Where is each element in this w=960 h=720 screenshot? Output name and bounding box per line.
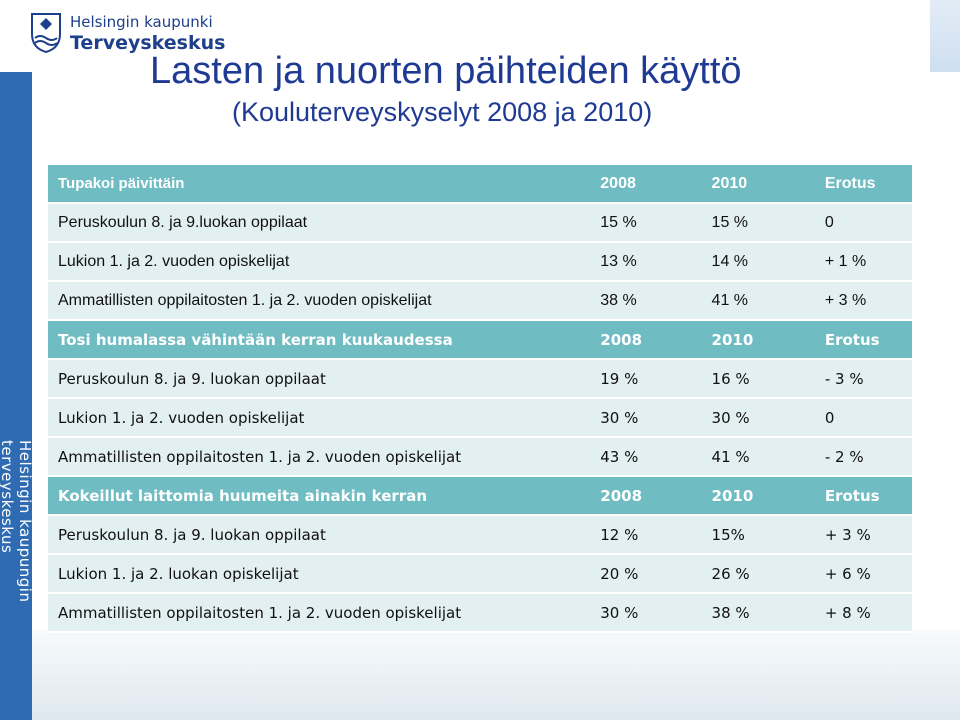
row-label: Peruskoulun 8. ja 9. luokan oppilaat	[48, 359, 591, 399]
value-difference: 0	[814, 398, 912, 438]
logo-line1: Helsingin kaupunki	[70, 12, 213, 31]
value-difference: - 2 %	[814, 437, 912, 477]
year-2010-header: 2010	[701, 476, 815, 516]
side-bar	[0, 72, 32, 720]
value-difference: + 3 %	[814, 515, 912, 555]
table-row: Lukion 1. ja 2. luokan opiskelijat 20 % …	[48, 554, 912, 594]
survey-table: Tupakoi päivittäin 2008 2010 Erotus Peru…	[48, 165, 912, 633]
row-label: Ammatillisten oppilaitosten 1. ja 2. vuo…	[48, 281, 591, 321]
value-2010: 41 %	[701, 437, 815, 477]
corner-decoration	[930, 0, 960, 72]
side-text-container: Helsingin kaupungin terveyskeskus	[0, 440, 34, 695]
value-2010: 16 %	[701, 359, 815, 399]
value-2010: 14 %	[701, 242, 815, 282]
row-label: Peruskoulun 8. ja 9.luokan oppilaat	[48, 203, 591, 243]
table-row: Peruskoulun 8. ja 9. luokan oppilaat 19 …	[48, 359, 912, 399]
value-2008: 19 %	[590, 359, 702, 399]
difference-header: Erotus	[814, 165, 912, 204]
row-label: Ammatillisten oppilaitosten 1. ja 2. vuo…	[48, 593, 591, 633]
organization-logo: Helsingin kaupunki Terveyskeskus	[30, 12, 225, 54]
difference-header: Erotus	[814, 320, 912, 360]
section-label: Tosi humalassa vähintään kerran kuukaude…	[48, 320, 591, 360]
value-difference: - 3 %	[814, 359, 912, 399]
value-2008: 30 %	[590, 398, 702, 438]
table-row: Ammatillisten oppilaitosten 1. ja 2. vuo…	[48, 593, 912, 633]
section-header-smoking: Tupakoi päivittäin 2008 2010 Erotus	[48, 165, 912, 204]
value-difference: 0	[814, 203, 912, 243]
city-skyline-background	[32, 630, 960, 720]
table-row: Peruskoulun 8. ja 9.luokan oppilaat 15 %…	[48, 203, 912, 243]
value-2008: 38 %	[590, 281, 702, 321]
logo-line2: Terveyskeskus	[70, 31, 226, 54]
table-row: Lukion 1. ja 2. vuoden opiskelijat 13 % …	[48, 242, 912, 282]
row-label: Peruskoulun 8. ja 9. luokan oppilaat	[48, 515, 591, 555]
value-difference: + 8 %	[814, 593, 912, 633]
value-2010: 41 %	[701, 281, 815, 321]
value-difference: + 6 %	[814, 554, 912, 594]
value-2010: 15 %	[701, 203, 815, 243]
side-text: Helsingin kaupungin terveyskeskus	[0, 440, 34, 603]
row-label: Lukion 1. ja 2. vuoden opiskelijat	[48, 242, 591, 282]
table-row: Lukion 1. ja 2. vuoden opiskelijat 30 % …	[48, 398, 912, 438]
value-2010: 15%	[701, 515, 815, 555]
value-difference: + 1 %	[814, 242, 912, 282]
value-2010: 30 %	[701, 398, 815, 438]
table-row: Ammatillisten oppilaitosten 1. ja 2. vuo…	[48, 437, 912, 477]
year-2008-header: 2008	[590, 165, 702, 204]
row-label: Lukion 1. ja 2. vuoden opiskelijat	[48, 398, 591, 438]
value-2008: 30 %	[590, 593, 702, 633]
section-header-drunkenness: Tosi humalassa vähintään kerran kuukaude…	[48, 320, 912, 360]
value-2008: 13 %	[590, 242, 702, 282]
row-label: Lukion 1. ja 2. luokan opiskelijat	[48, 554, 591, 594]
page-title: Lasten ja nuorten päihteiden käyttö	[150, 50, 742, 92]
year-2008-header: 2008	[590, 320, 702, 360]
table-row: Peruskoulun 8. ja 9. luokan oppilaat 12 …	[48, 515, 912, 555]
value-2008: 15 %	[590, 203, 702, 243]
table-row: Ammatillisten oppilaitosten 1. ja 2. vuo…	[48, 281, 912, 321]
value-difference: + 3 %	[814, 281, 912, 321]
crest-icon	[31, 13, 61, 54]
value-2008: 12 %	[590, 515, 702, 555]
value-2008: 43 %	[590, 437, 702, 477]
section-label: Tupakoi päivittäin	[48, 165, 591, 204]
year-2008-header: 2008	[590, 476, 702, 516]
year-2010-header: 2010	[701, 320, 815, 360]
section-header-drugs: Kokeillut laittomia huumeita ainakin ker…	[48, 476, 912, 516]
page-subtitle: (Kouluterveyskyselyt 2008 ja 2010)	[232, 97, 653, 127]
year-2010-header: 2010	[701, 165, 815, 204]
difference-header: Erotus	[814, 476, 912, 516]
row-label: Ammatillisten oppilaitosten 1. ja 2. vuo…	[48, 437, 591, 477]
value-2010: 38 %	[701, 593, 815, 633]
section-label: Kokeillut laittomia huumeita ainakin ker…	[48, 476, 591, 516]
value-2010: 26 %	[701, 554, 815, 594]
value-2008: 20 %	[590, 554, 702, 594]
